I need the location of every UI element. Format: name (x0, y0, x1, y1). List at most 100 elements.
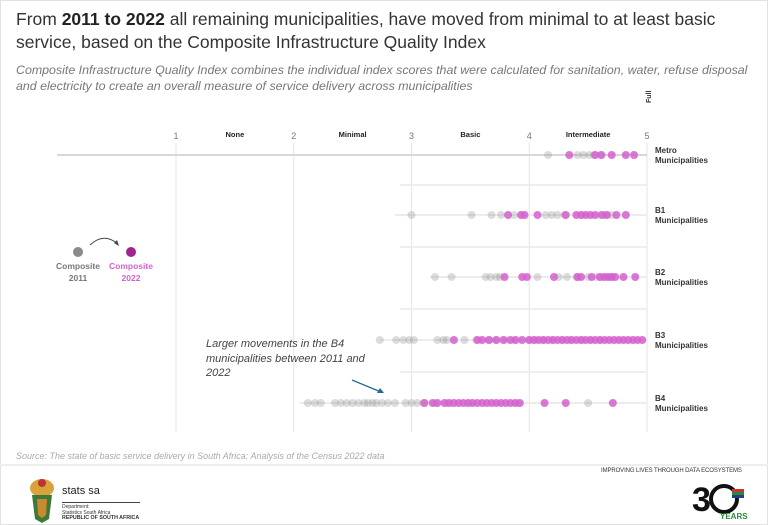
x-tick-label-4: 4 (527, 131, 532, 141)
category-label: B3 (655, 331, 666, 340)
legend-dot-2011 (73, 247, 83, 257)
point-2011 (573, 151, 582, 159)
point-2011 (378, 399, 387, 407)
point-2022 (607, 151, 616, 159)
page-subtitle: Composite Infrastructure Quality Index c… (16, 63, 748, 93)
point-2011 (375, 336, 384, 344)
point-2011 (336, 399, 345, 407)
point-2011 (487, 211, 496, 219)
point-2011 (409, 336, 418, 344)
point-2011 (562, 273, 571, 281)
point-2011 (330, 399, 339, 407)
point-2011 (368, 399, 377, 407)
point-2022 (597, 151, 606, 159)
point-2011 (544, 151, 553, 159)
point-2011 (407, 399, 416, 407)
point-2011 (399, 336, 408, 344)
point-2022 (630, 151, 639, 159)
point-2011 (481, 273, 490, 281)
point-2022 (449, 336, 458, 344)
point-2011 (363, 399, 372, 407)
point-2022 (591, 151, 600, 159)
point-2011 (541, 211, 550, 219)
point-2022 (577, 273, 586, 281)
point-2022 (540, 399, 549, 407)
point-2011 (348, 399, 357, 407)
point-2011 (310, 399, 319, 407)
footer-tagline: IMPROVING LIVES THROUGH DATA ECOSYSTEMS (601, 468, 742, 474)
x-tick-label-3: 3 (409, 131, 414, 141)
point-2022 (631, 273, 640, 281)
point-2022 (492, 336, 501, 344)
point-2011 (447, 273, 456, 281)
thirty-years-freedom-logo: 3 YEARS (692, 481, 748, 521)
category-label: B2 (655, 268, 666, 277)
band-label-basic: Basic (460, 130, 480, 139)
point-2022 (608, 399, 617, 407)
point-2022 (638, 336, 647, 344)
point-2022 (499, 336, 508, 344)
point-2011 (431, 273, 440, 281)
point-2011 (442, 336, 451, 344)
point-2011 (509, 211, 518, 219)
band-label-none: None (226, 130, 245, 139)
point-2011 (533, 273, 542, 281)
category-label: Metro (655, 146, 677, 155)
point-2011 (584, 399, 593, 407)
point-2011 (547, 211, 556, 219)
point-2011 (354, 399, 363, 407)
point-2011 (360, 399, 369, 407)
x-tick-label-2: 2 (291, 131, 296, 141)
point-2011 (303, 399, 312, 407)
point-2011 (372, 399, 381, 407)
point-2011 (585, 151, 594, 159)
annotation-arrowhead-icon (377, 388, 384, 393)
point-2011 (553, 211, 562, 219)
point-2022 (511, 336, 520, 344)
coat-of-arms-logo (30, 479, 54, 523)
stats-sa-logo-text: stats sa (62, 485, 100, 497)
point-2022 (621, 151, 630, 159)
point-2022 (561, 211, 570, 219)
annotation-text: Larger movements in the B4 municipalitie… (206, 338, 365, 379)
point-2022 (619, 273, 628, 281)
point-2022 (602, 211, 611, 219)
legend-dot-2022 (126, 247, 136, 257)
legend-arrow-icon (89, 237, 119, 246)
point-2011 (391, 399, 400, 407)
point-2011 (579, 151, 588, 159)
footer-divider (0, 464, 768, 466)
point-2022 (520, 211, 529, 219)
point-2022 (587, 273, 596, 281)
band-label-intermediate: Intermediate (566, 130, 611, 139)
point-2022 (549, 273, 558, 281)
point-2011 (486, 273, 495, 281)
point-2022 (612, 211, 621, 219)
point-2011 (316, 399, 325, 407)
annotation-arrow-icon (351, 379, 382, 393)
point-2011 (496, 211, 505, 219)
category-label: Municipalities (655, 156, 708, 165)
point-2022 (591, 211, 600, 219)
dot-plot-chart: 1 2 3 4 5 None Minimal Basic Intermediate Full Met… (57, 91, 708, 432)
legend-label-2011: Composite 2011 (56, 261, 100, 283)
category-label: B4 (655, 394, 666, 403)
point-2011 (405, 336, 414, 344)
x-tick-label-5: 5 (644, 131, 649, 141)
point-2022 (621, 211, 630, 219)
legend-arrowhead-icon (114, 240, 119, 246)
point-2011 (439, 336, 448, 344)
band-label-minimal: Minimal (339, 130, 367, 139)
category-label: Municipalities (655, 404, 708, 413)
point-2011 (433, 336, 442, 344)
point-2011 (413, 399, 422, 407)
category-label: Municipalities (655, 216, 708, 225)
point-2022 (561, 399, 570, 407)
point-2022 (478, 336, 487, 344)
point-2011 (383, 399, 392, 407)
category-label: Municipalities (655, 341, 708, 350)
x-tick-label-1: 1 (173, 131, 178, 141)
point-2022 (522, 273, 531, 281)
point-2022 (485, 336, 494, 344)
svg-text:3: 3 (692, 481, 711, 519)
